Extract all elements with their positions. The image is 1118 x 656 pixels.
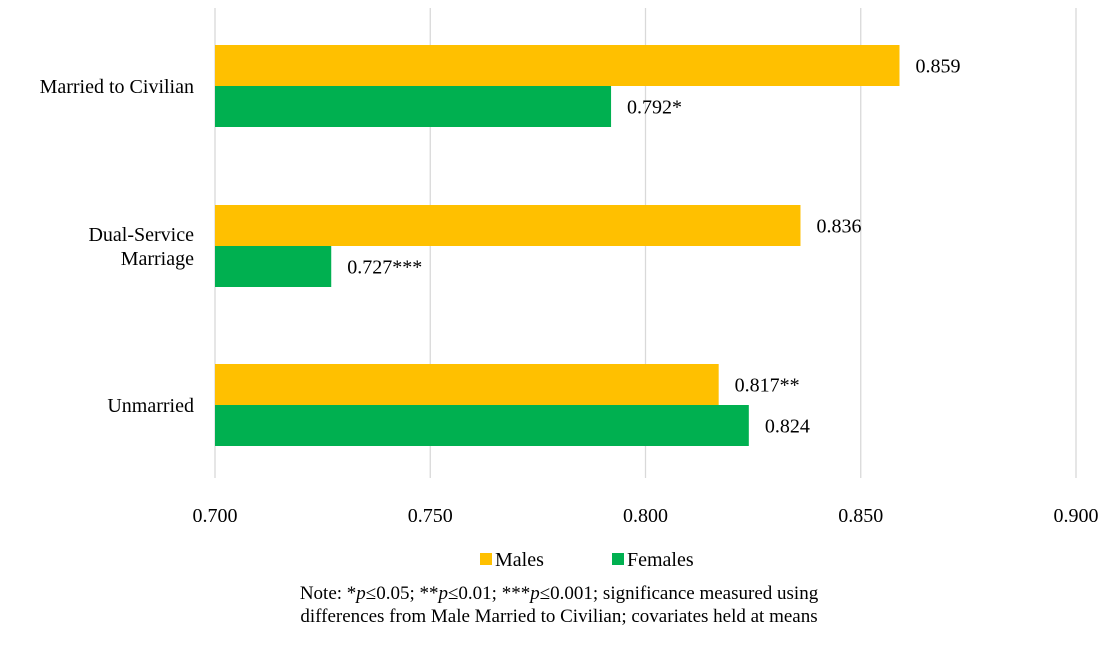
x-tick-label: 0.800 xyxy=(623,505,668,527)
note-text: Note: * xyxy=(299,583,357,604)
data-label: 0.824 xyxy=(765,416,810,438)
data-label: 0.817** xyxy=(735,375,800,397)
category-label-line: Dual-Service xyxy=(88,224,194,246)
data-labels: 0.859 0.792* 0.836 0.727*** 0.817** 0.824 xyxy=(347,56,960,438)
data-label: 0.792* xyxy=(627,97,682,119)
legend-swatch-males xyxy=(480,553,492,565)
category-label: Married to Civilian xyxy=(40,76,194,98)
significance-note-line-1: Note: *p≤0.05; **p≤0.01; ***p≤0.001; sig… xyxy=(0,582,1118,605)
x-tick-labels: 0.700 0.750 0.800 0.850 0.900 xyxy=(193,505,1099,527)
note-p-symbol: p xyxy=(530,583,540,604)
category-labels: Married to Civilian Dual-Service Marriage U… xyxy=(40,76,195,417)
bar-males xyxy=(215,205,801,246)
bar-females xyxy=(215,405,749,446)
significance-note-line-2: differences from Male Married to Civilia… xyxy=(0,605,1118,628)
category-label: Dual-Service Marriage xyxy=(88,224,194,270)
legend: Males Females xyxy=(480,549,694,571)
note-text: ≤0.001; significance measured using xyxy=(539,583,819,604)
x-tick-label: 0.900 xyxy=(1054,505,1099,527)
data-label: 0.836 xyxy=(816,216,861,238)
category-label-line: Unmarried xyxy=(107,395,194,417)
note-text: differences from Male Married to Civilia… xyxy=(300,606,818,627)
bar-females xyxy=(215,246,332,287)
bar-chart: 0.859 0.792* 0.836 0.727*** 0.817** 0.824 Mar… xyxy=(40,8,1099,571)
category-label-line: Marriage xyxy=(121,248,194,270)
bars xyxy=(215,45,900,446)
x-tick-label: 0.700 xyxy=(193,505,238,527)
note-text: ≤0.05; ** xyxy=(365,583,439,604)
legend-label-males: Males xyxy=(495,549,544,571)
category-label-line: Married to Civilian xyxy=(40,76,194,98)
bar-females xyxy=(215,86,612,127)
note-text: ≤0.01; *** xyxy=(448,583,531,604)
data-label: 0.859 xyxy=(915,56,960,78)
legend-swatch-females xyxy=(612,553,624,565)
x-tick-label: 0.750 xyxy=(408,505,453,527)
note-p-symbol: p xyxy=(356,583,366,604)
bar-males xyxy=(215,364,719,405)
note-p-symbol: p xyxy=(438,583,449,604)
data-label: 0.727*** xyxy=(347,257,422,279)
bar-males xyxy=(215,45,900,86)
category-label: Unmarried xyxy=(107,395,194,417)
legend-label-females: Females xyxy=(627,549,694,571)
x-tick-label: 0.850 xyxy=(838,505,883,527)
